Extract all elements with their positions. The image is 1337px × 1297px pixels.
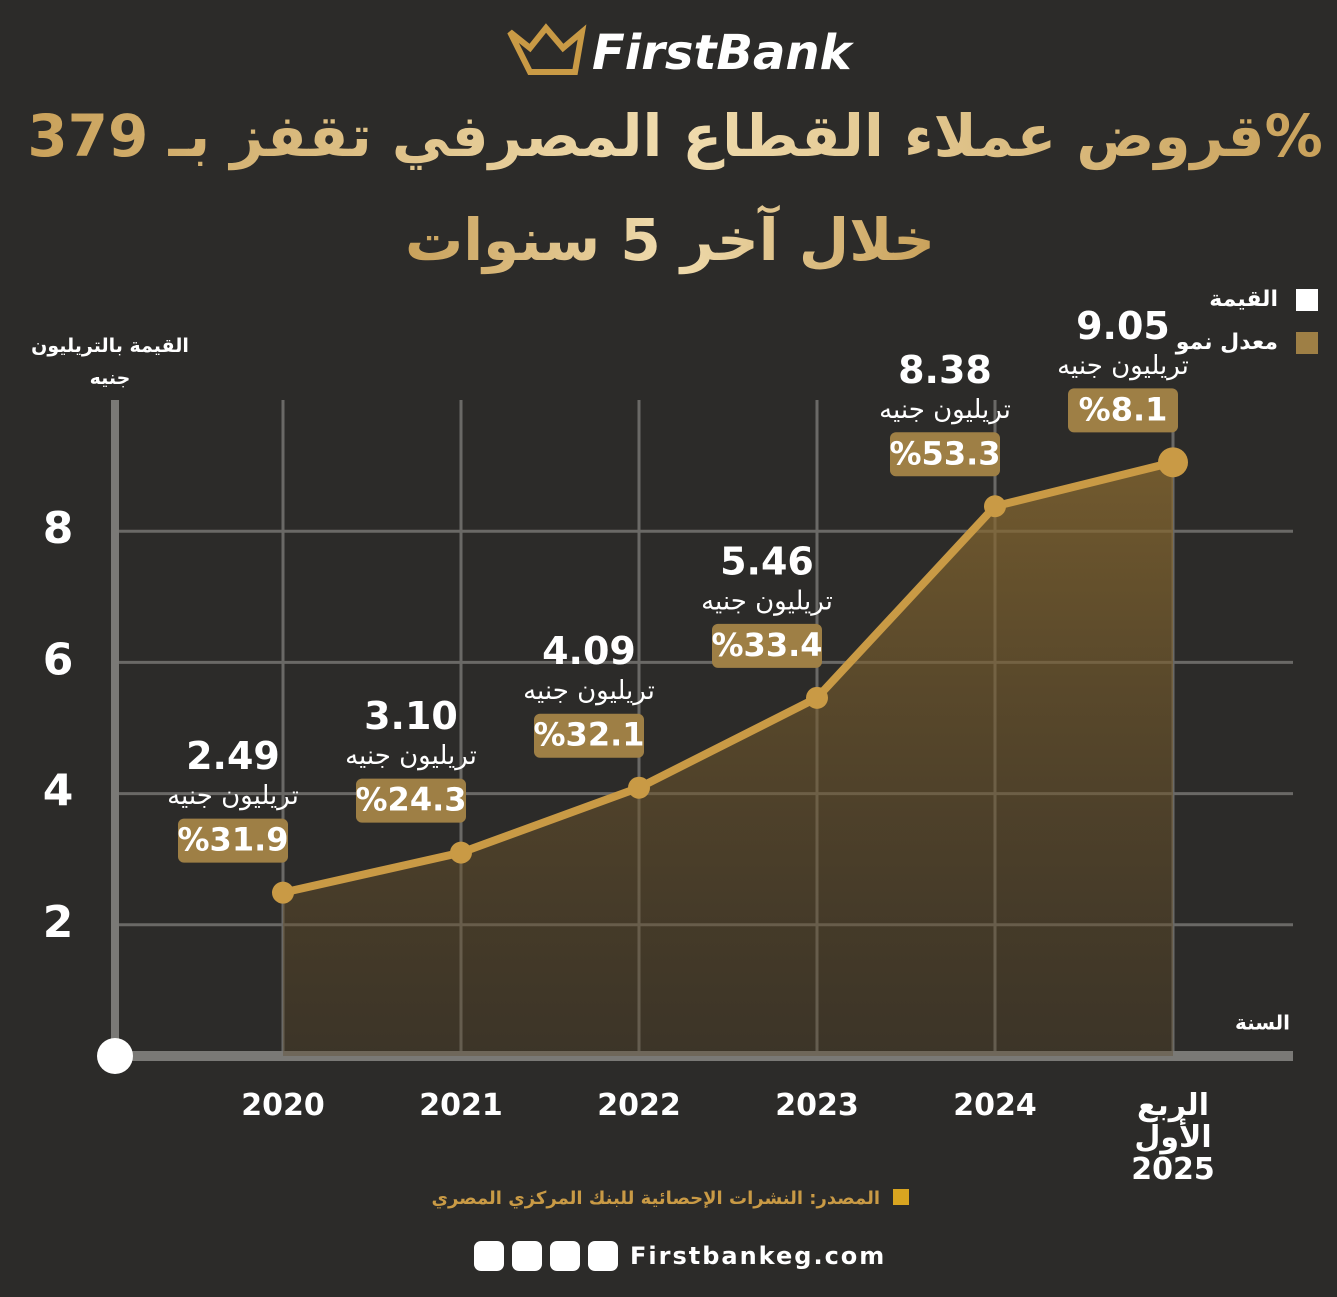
- growth-label: %32.1: [533, 716, 644, 754]
- growth-badge: [534, 713, 644, 758]
- unit-label: تريليون جنيه: [345, 741, 477, 771]
- growth-badge: [1068, 388, 1178, 433]
- unit-label: تريليون جنيه: [1057, 351, 1189, 381]
- title: قروض عملاء القطاع المصرفي تقفز بـ 379%: [27, 102, 1322, 171]
- value-label: 5.46: [720, 539, 814, 583]
- x-tick-label: 2020: [241, 1088, 325, 1123]
- social-icons: [474, 1241, 618, 1271]
- source: المصدر: النشرات الإحصائية للبنك المركزي …: [432, 1188, 880, 1209]
- legend-swatch: [1296, 332, 1318, 354]
- point: [1158, 447, 1188, 478]
- brand: FirstBank: [592, 25, 855, 81]
- point: [450, 841, 472, 864]
- point: [272, 881, 294, 904]
- legend-swatch: [1296, 289, 1318, 311]
- logo-icon: [507, 23, 587, 75]
- x-tick-label: الربع الأول 2025: [1131, 1088, 1215, 1187]
- area: [283, 462, 1173, 1056]
- unit-label: تريليون جنيه: [167, 781, 299, 811]
- line: [282, 458, 1174, 897]
- value-label: 8.38: [898, 348, 992, 392]
- growth-badge: [178, 818, 288, 863]
- x-axis-label: السنة: [1235, 1011, 1290, 1035]
- value-label: 2.49: [186, 734, 280, 778]
- x-tick-label: 2021: [419, 1088, 503, 1123]
- y-tick-label: 8: [43, 503, 74, 554]
- value-label: 9.05: [1076, 304, 1170, 348]
- growth-label: %8.1: [1079, 390, 1168, 428]
- y-axis-label: القيمة بالتريليون جنيه: [31, 335, 189, 389]
- x-tick-label: 2023: [775, 1088, 859, 1123]
- x-tick-label: 2022: [597, 1088, 681, 1123]
- value-label: 3.10: [364, 694, 458, 738]
- legend-label: معدل نمو: [1175, 330, 1278, 355]
- source-bullet: [893, 1189, 909, 1205]
- value-label: 4.09: [542, 629, 636, 673]
- point: [628, 776, 650, 799]
- x-tick-label: 2024: [953, 1088, 1037, 1123]
- unit-label: تريليون جنيه: [701, 586, 833, 616]
- y-tick-label: 6: [43, 634, 74, 685]
- growth-label: %53.3: [889, 434, 1000, 472]
- growth-label: %31.9: [177, 821, 288, 859]
- website: Firstbankeg.com: [630, 1242, 886, 1270]
- legend-label: القيمة: [1209, 287, 1278, 312]
- title: خلال آخر 5 سنوات: [405, 204, 935, 275]
- axis-origin: [97, 1038, 133, 1074]
- unit-label: تريليون جنيه: [879, 395, 1011, 425]
- growth-badge: [890, 432, 1000, 477]
- growth-badge: [356, 778, 466, 823]
- y-tick-label: 2: [43, 897, 74, 948]
- point: [806, 686, 828, 709]
- unit-label: تريليون جنيه: [523, 676, 655, 706]
- growth-label: %33.4: [711, 626, 822, 664]
- growth-label: %24.3: [355, 781, 466, 819]
- y-tick-label: 4: [43, 766, 74, 817]
- point: [984, 495, 1006, 518]
- growth-badge: [712, 623, 822, 668]
